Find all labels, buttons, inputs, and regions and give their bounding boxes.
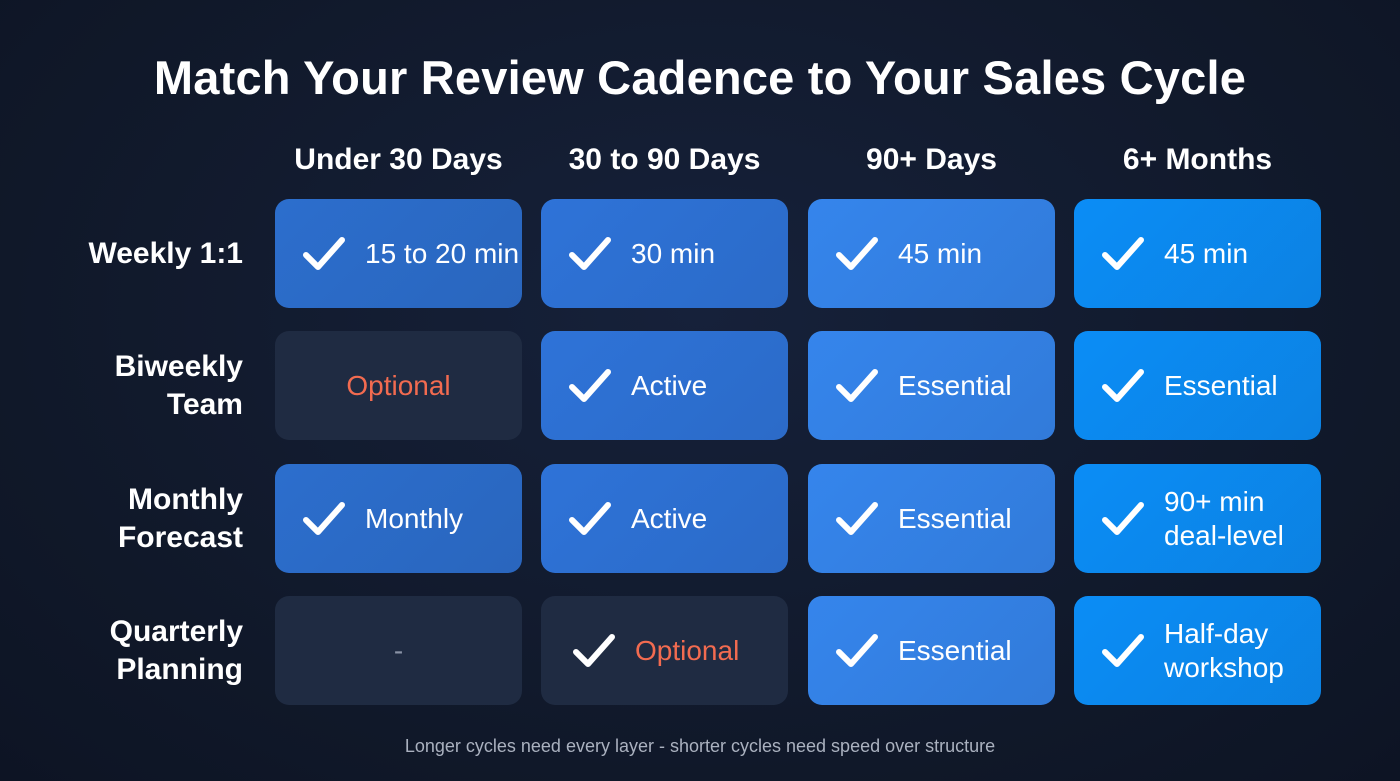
cell-text: 15 to 20 min (365, 237, 519, 271)
checkmark-icon (569, 368, 611, 402)
checkmark-icon (1102, 633, 1144, 667)
checkmark-icon (569, 501, 611, 535)
matrix-cell: Optional (275, 331, 522, 440)
cell-text: 30 min (631, 237, 715, 271)
checkmark-icon (836, 236, 878, 270)
column-header-30-to-90-days: 30 to 90 Days (568, 143, 761, 176)
cell-text: Active (631, 502, 707, 536)
text-line: Team (166, 387, 243, 421)
cell-text: - (394, 634, 403, 668)
page-title: Match Your Review Cadence to Your Sales … (153, 51, 1247, 104)
text-line: Optional (635, 634, 740, 666)
matrix-cell: 15 to 20 min (275, 199, 522, 308)
text-line: Active (631, 502, 708, 534)
text-line: workshop (1164, 651, 1284, 683)
text-line: Essential (1164, 369, 1278, 401)
cell-text: Optional (635, 634, 739, 668)
text-line: Optional (346, 369, 451, 401)
text-line: Active (631, 369, 708, 401)
text-line: 30 min (631, 237, 716, 269)
text-line: Essential (898, 634, 1012, 666)
cell-text: 90+ min deal-level (1164, 485, 1284, 553)
cell-text: 45 min (898, 237, 982, 271)
checkmark-icon (1102, 236, 1144, 270)
cell-text: Optional (346, 369, 450, 403)
cell-text: Essential (898, 369, 1012, 403)
matrix-cell: 90+ min deal-level (1074, 464, 1321, 573)
row-header-monthly-forecast: Monthly Forecast (3, 464, 243, 573)
text-line: Forecast (117, 520, 243, 554)
text-line: Monthly (128, 482, 243, 516)
column-header-6-months: 6+ Months (1122, 143, 1273, 176)
matrix-cell: 45 min (1074, 199, 1321, 308)
checkmark-icon (836, 633, 878, 667)
text-line: Quarterly (109, 614, 243, 648)
checkmark-icon (569, 236, 611, 270)
text-line: Weekly 1:1 (88, 236, 243, 270)
text-line: Planning (116, 652, 243, 686)
row-header-biweekly-team: Biweekly Team (3, 331, 243, 440)
checkmark-icon (573, 633, 615, 667)
text-line: 45 min (898, 237, 983, 269)
matrix-cell: Active (541, 331, 788, 440)
cell-text: Essential (898, 634, 1012, 668)
cell-text: Monthly (365, 502, 463, 536)
matrix-cell: Half-day workshop (1074, 596, 1321, 705)
matrix-cell: Essential (808, 596, 1055, 705)
matrix-cell: Monthly (275, 464, 522, 573)
text-line: 45 min (1164, 237, 1249, 269)
checkmark-icon (1102, 368, 1144, 402)
matrix-cell: Essential (1074, 331, 1321, 440)
matrix-cell: Optional (541, 596, 788, 705)
text-line: Monthly (365, 502, 464, 534)
text-line: Essential (898, 502, 1012, 534)
cell-text: Half-day workshop (1164, 617, 1284, 685)
text-line: - (393, 634, 404, 666)
cell-text: Essential (1164, 369, 1278, 403)
column-header-90-days: 90+ Days (866, 143, 997, 176)
text-line: 15 to 20 min (365, 237, 520, 269)
checkmark-icon (836, 368, 878, 402)
checkmark-icon (1102, 501, 1144, 535)
checkmark-icon (303, 236, 345, 270)
text-line: 90+ min (1164, 485, 1265, 517)
text-line: deal-level (1164, 519, 1284, 551)
text-line: Essential (898, 369, 1012, 401)
cell-text: Active (631, 369, 707, 403)
column-header-under-30-days: Under 30 Days (294, 143, 503, 176)
matrix-cell: Essential (808, 331, 1055, 440)
text-line: Biweekly (114, 349, 243, 383)
text-line: Half-day (1164, 617, 1269, 649)
matrix-cell: 30 min (541, 199, 788, 308)
cell-text: Essential (898, 502, 1012, 536)
checkmark-icon (836, 501, 878, 535)
matrix-cell: Active (541, 464, 788, 573)
cell-text: 45 min (1164, 237, 1248, 271)
row-header-quarterly-planning: Quarterly Planning (3, 596, 243, 705)
matrix-cell: - (275, 596, 522, 705)
matrix-cell: 45 min (808, 199, 1055, 308)
row-header-weekly-1-1: Weekly 1:1 (3, 199, 243, 308)
footer-note: Longer cycles need every layer - shorter… (404, 736, 996, 756)
matrix-cell: Essential (808, 464, 1055, 573)
checkmark-icon (303, 501, 345, 535)
